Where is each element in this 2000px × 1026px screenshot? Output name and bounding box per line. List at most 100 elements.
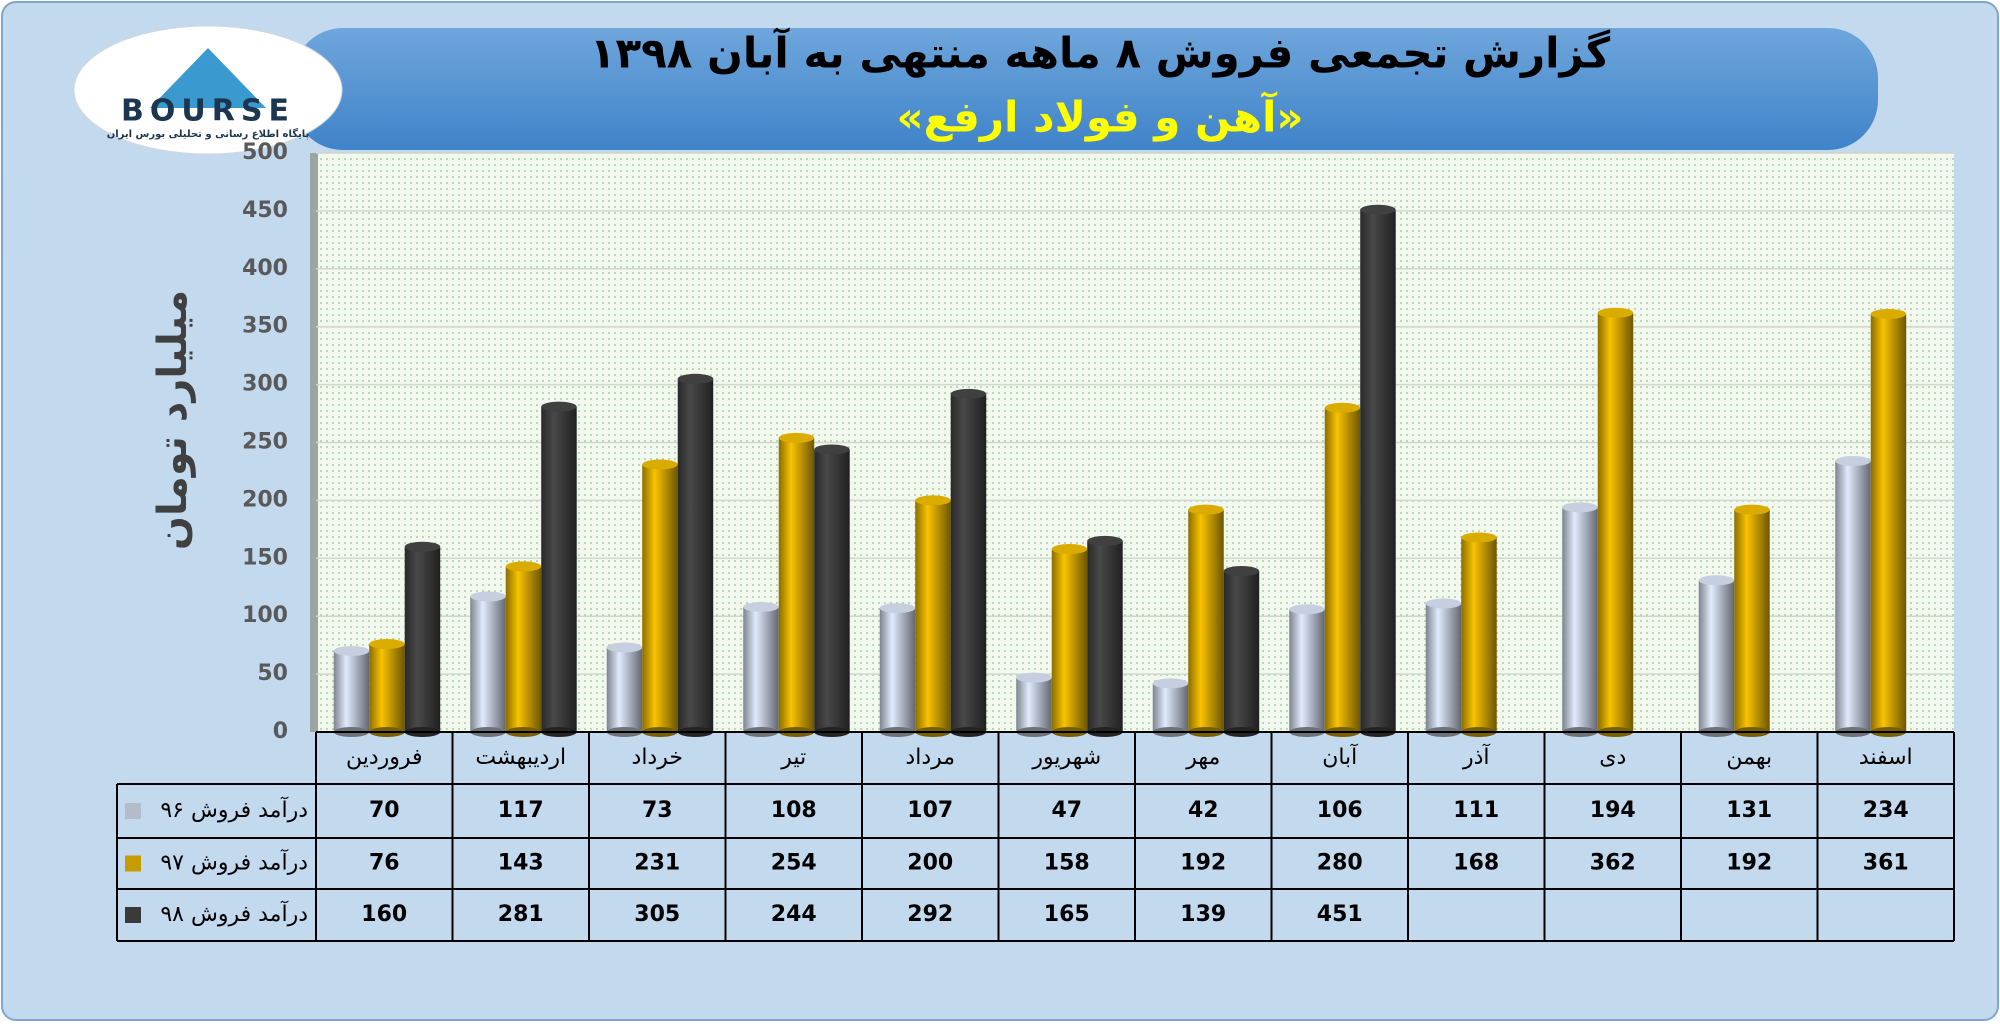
x-tick-label: اردیبهشت [475,745,566,770]
table-value: 244 [771,902,817,927]
x-tick-label: خرداد [632,745,683,770]
x-tick-label: آبان [1322,743,1358,770]
bar-top [1698,575,1735,586]
bar-top [778,432,815,443]
table-value: 117 [498,798,544,823]
table-value: 73 [642,798,673,823]
x-tick-label: تیر [780,745,806,770]
bar [1597,312,1634,732]
bar-top [606,642,643,653]
bar-top [1152,678,1189,689]
bar-top [1425,598,1462,609]
table-value: 192 [1180,851,1226,876]
bar-top [1016,672,1052,683]
legend-swatch [125,907,141,923]
chart-title: گزارش تجمعی فروش ۸ ماهه منتهی به آبان ۱۳… [590,28,1611,79]
table-value: 165 [1044,902,1090,927]
x-tick-label: اسفند [1859,745,1913,770]
table-value: 107 [907,798,953,823]
legend-label: درآمد فروش ۹۷ [160,849,308,876]
bar-top [1087,535,1123,546]
bar [1461,537,1497,732]
table-value: 76 [369,851,400,876]
bar-top [1188,504,1224,515]
bar [743,606,779,732]
bar-top [1324,402,1361,413]
bar-top [814,444,850,455]
bar [1698,580,1735,732]
bar [1835,461,1871,732]
table-value: 194 [1590,798,1636,823]
table-value: 361 [1863,851,1909,876]
logo-icon [150,48,266,108]
y-tick-label: 450 [242,198,288,223]
bar [541,406,577,732]
bar-top [1734,504,1770,515]
table-value: 451 [1317,902,1363,927]
bar [1051,549,1088,732]
bar [814,449,850,732]
title-banner [293,28,1878,150]
bar [606,647,643,732]
legend-label: درآمد فروش ۹۶ [160,796,308,823]
bar [1289,609,1325,732]
axis-wall [310,153,318,732]
x-tick-label: مهر [1185,745,1220,770]
table-value: 70 [369,798,400,823]
bar [1152,683,1189,732]
bar [1562,507,1598,732]
x-tick-label: بهمن [1726,745,1772,770]
bar [642,464,678,732]
y-tick-label: 200 [242,487,288,512]
bar-top [879,603,916,614]
table-value: 292 [907,902,953,927]
table-value: 111 [1453,798,1499,823]
bar-top [369,638,405,649]
y-tick-label: 150 [242,545,288,570]
table-value: 200 [907,851,953,876]
bar [1360,209,1396,732]
bar [879,608,916,732]
bar-top [505,561,542,572]
y-tick-label: 300 [242,372,288,397]
y-tick-label: 400 [242,256,288,281]
y-tick-label: 50 [257,661,288,686]
bar [333,650,370,732]
bar [505,566,542,732]
bar-top [642,459,678,470]
logo-name: BOURSE [121,94,295,129]
bars [333,204,1907,737]
bar-top [950,388,987,399]
table-value: 168 [1453,851,1499,876]
bar [404,546,441,732]
legend-label: درآمد فروش ۹۸ [160,900,308,927]
table-value: 234 [1863,798,1909,823]
bar [778,437,815,732]
table-value: 281 [498,902,544,927]
bar-top [1835,456,1871,467]
bar [1324,407,1361,732]
table-value: 192 [1726,851,1772,876]
x-tick-label: آذر [1462,743,1490,770]
x-tick-label: مرداد [905,745,955,770]
table-value: 280 [1317,851,1363,876]
bar [1870,313,1907,732]
table-value: 143 [498,851,544,876]
bar [1016,677,1052,732]
table-value: 254 [771,851,817,876]
bar [1223,571,1260,732]
table-value: 42 [1188,798,1219,823]
bar-top [1051,544,1088,555]
bar [950,393,987,732]
bar [1734,509,1770,732]
bar-top [470,591,506,602]
bar-top [915,495,951,506]
bar-top [1289,604,1325,615]
bar-top [541,401,577,412]
bar [470,596,506,732]
bar [1188,509,1224,732]
table-value: 108 [771,798,817,823]
x-tick-label: فروردین [346,745,423,770]
y-tick-label: 100 [242,603,288,628]
